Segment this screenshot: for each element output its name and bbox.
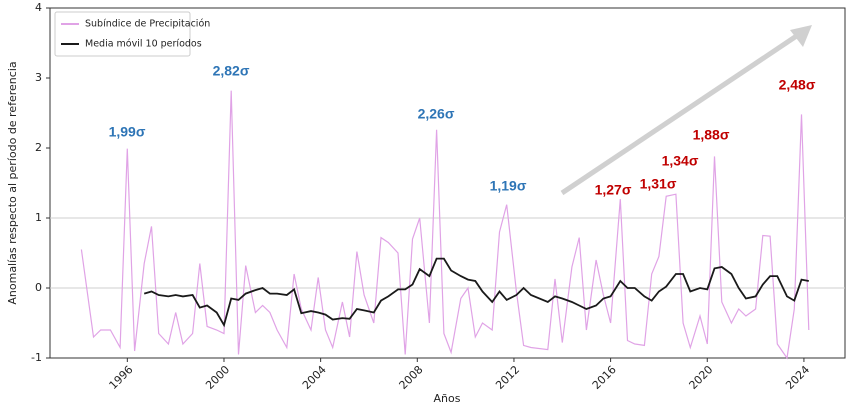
x-tick-label: 2024 (783, 363, 812, 392)
x-tick-label: 1996 (107, 363, 136, 392)
annotation: 1,34σ (662, 153, 699, 169)
x-tick-label: 2008 (397, 363, 426, 392)
annotation: 1,19σ (490, 178, 527, 194)
x-tick-label: 2020 (687, 363, 716, 392)
legend-label: Media móvil 10 períodos (85, 39, 202, 50)
series-line (143, 257, 809, 328)
annotation: 2,48σ (779, 77, 816, 93)
y-tick-label: 0 (35, 281, 42, 294)
x-tick-label: 2000 (203, 363, 232, 392)
legend-box (54, 11, 191, 57)
x-axis-label: Años (434, 392, 461, 405)
trend-arrow (560, 32, 800, 196)
annotation: 2,26σ (418, 106, 455, 122)
annotation: 1,31σ (640, 176, 677, 192)
y-axis-label: Anomalías respecto al período de referen… (6, 61, 19, 304)
plot-frame (49, 7, 846, 359)
annotation: 1,27σ (595, 182, 632, 198)
legend-label: Subíndice de Precipitación (85, 19, 210, 30)
annotation: 1,88σ (693, 127, 730, 143)
trend-arrow-head (790, 25, 812, 47)
y-tick-label: 1 (35, 211, 42, 224)
series-line (80, 90, 810, 360)
y-tick-label: 3 (35, 71, 42, 84)
x-tick-label: 2016 (590, 363, 619, 392)
y-tick-label: -1 (31, 351, 42, 364)
y-tick-label: 4 (35, 1, 42, 14)
annotation: 1,99σ (109, 124, 146, 140)
annotation: 2,82σ (213, 63, 250, 79)
x-tick-label: 2012 (493, 363, 522, 392)
x-tick-label: 2004 (300, 363, 329, 392)
y-tick-label: 2 (35, 141, 42, 154)
